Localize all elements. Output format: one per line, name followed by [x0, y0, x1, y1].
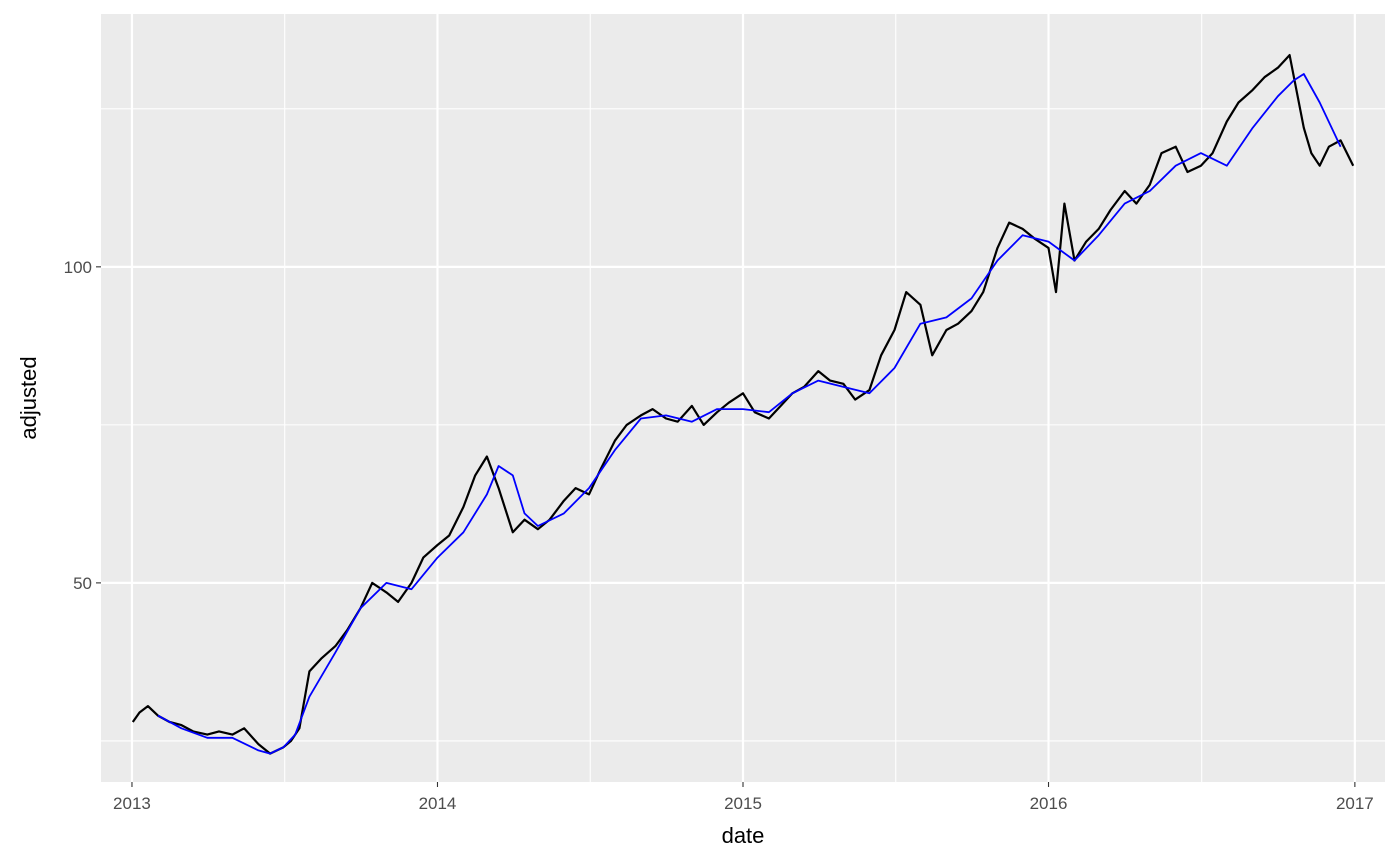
series-line-moving-average: [157, 73, 1342, 755]
x-tick-label: 2017: [1336, 794, 1374, 813]
y-tick-label: 100: [64, 258, 92, 277]
x-tick-label: 2014: [419, 794, 457, 813]
x-tick-label: 2015: [724, 794, 762, 813]
series-layer: [131, 53, 1355, 755]
x-tick-label: 2013: [113, 794, 151, 813]
y-axis-title: adjusted: [16, 356, 41, 439]
axes-layer: 50 100 2013 2014 2015 2016 2017: [64, 258, 1374, 813]
x-tick-label: 2016: [1030, 794, 1068, 813]
series-line-adjusted: [131, 53, 1355, 755]
x-axis-title: date: [722, 823, 765, 848]
major-gridlines: [101, 14, 1385, 782]
y-tick-label: 50: [73, 574, 92, 593]
